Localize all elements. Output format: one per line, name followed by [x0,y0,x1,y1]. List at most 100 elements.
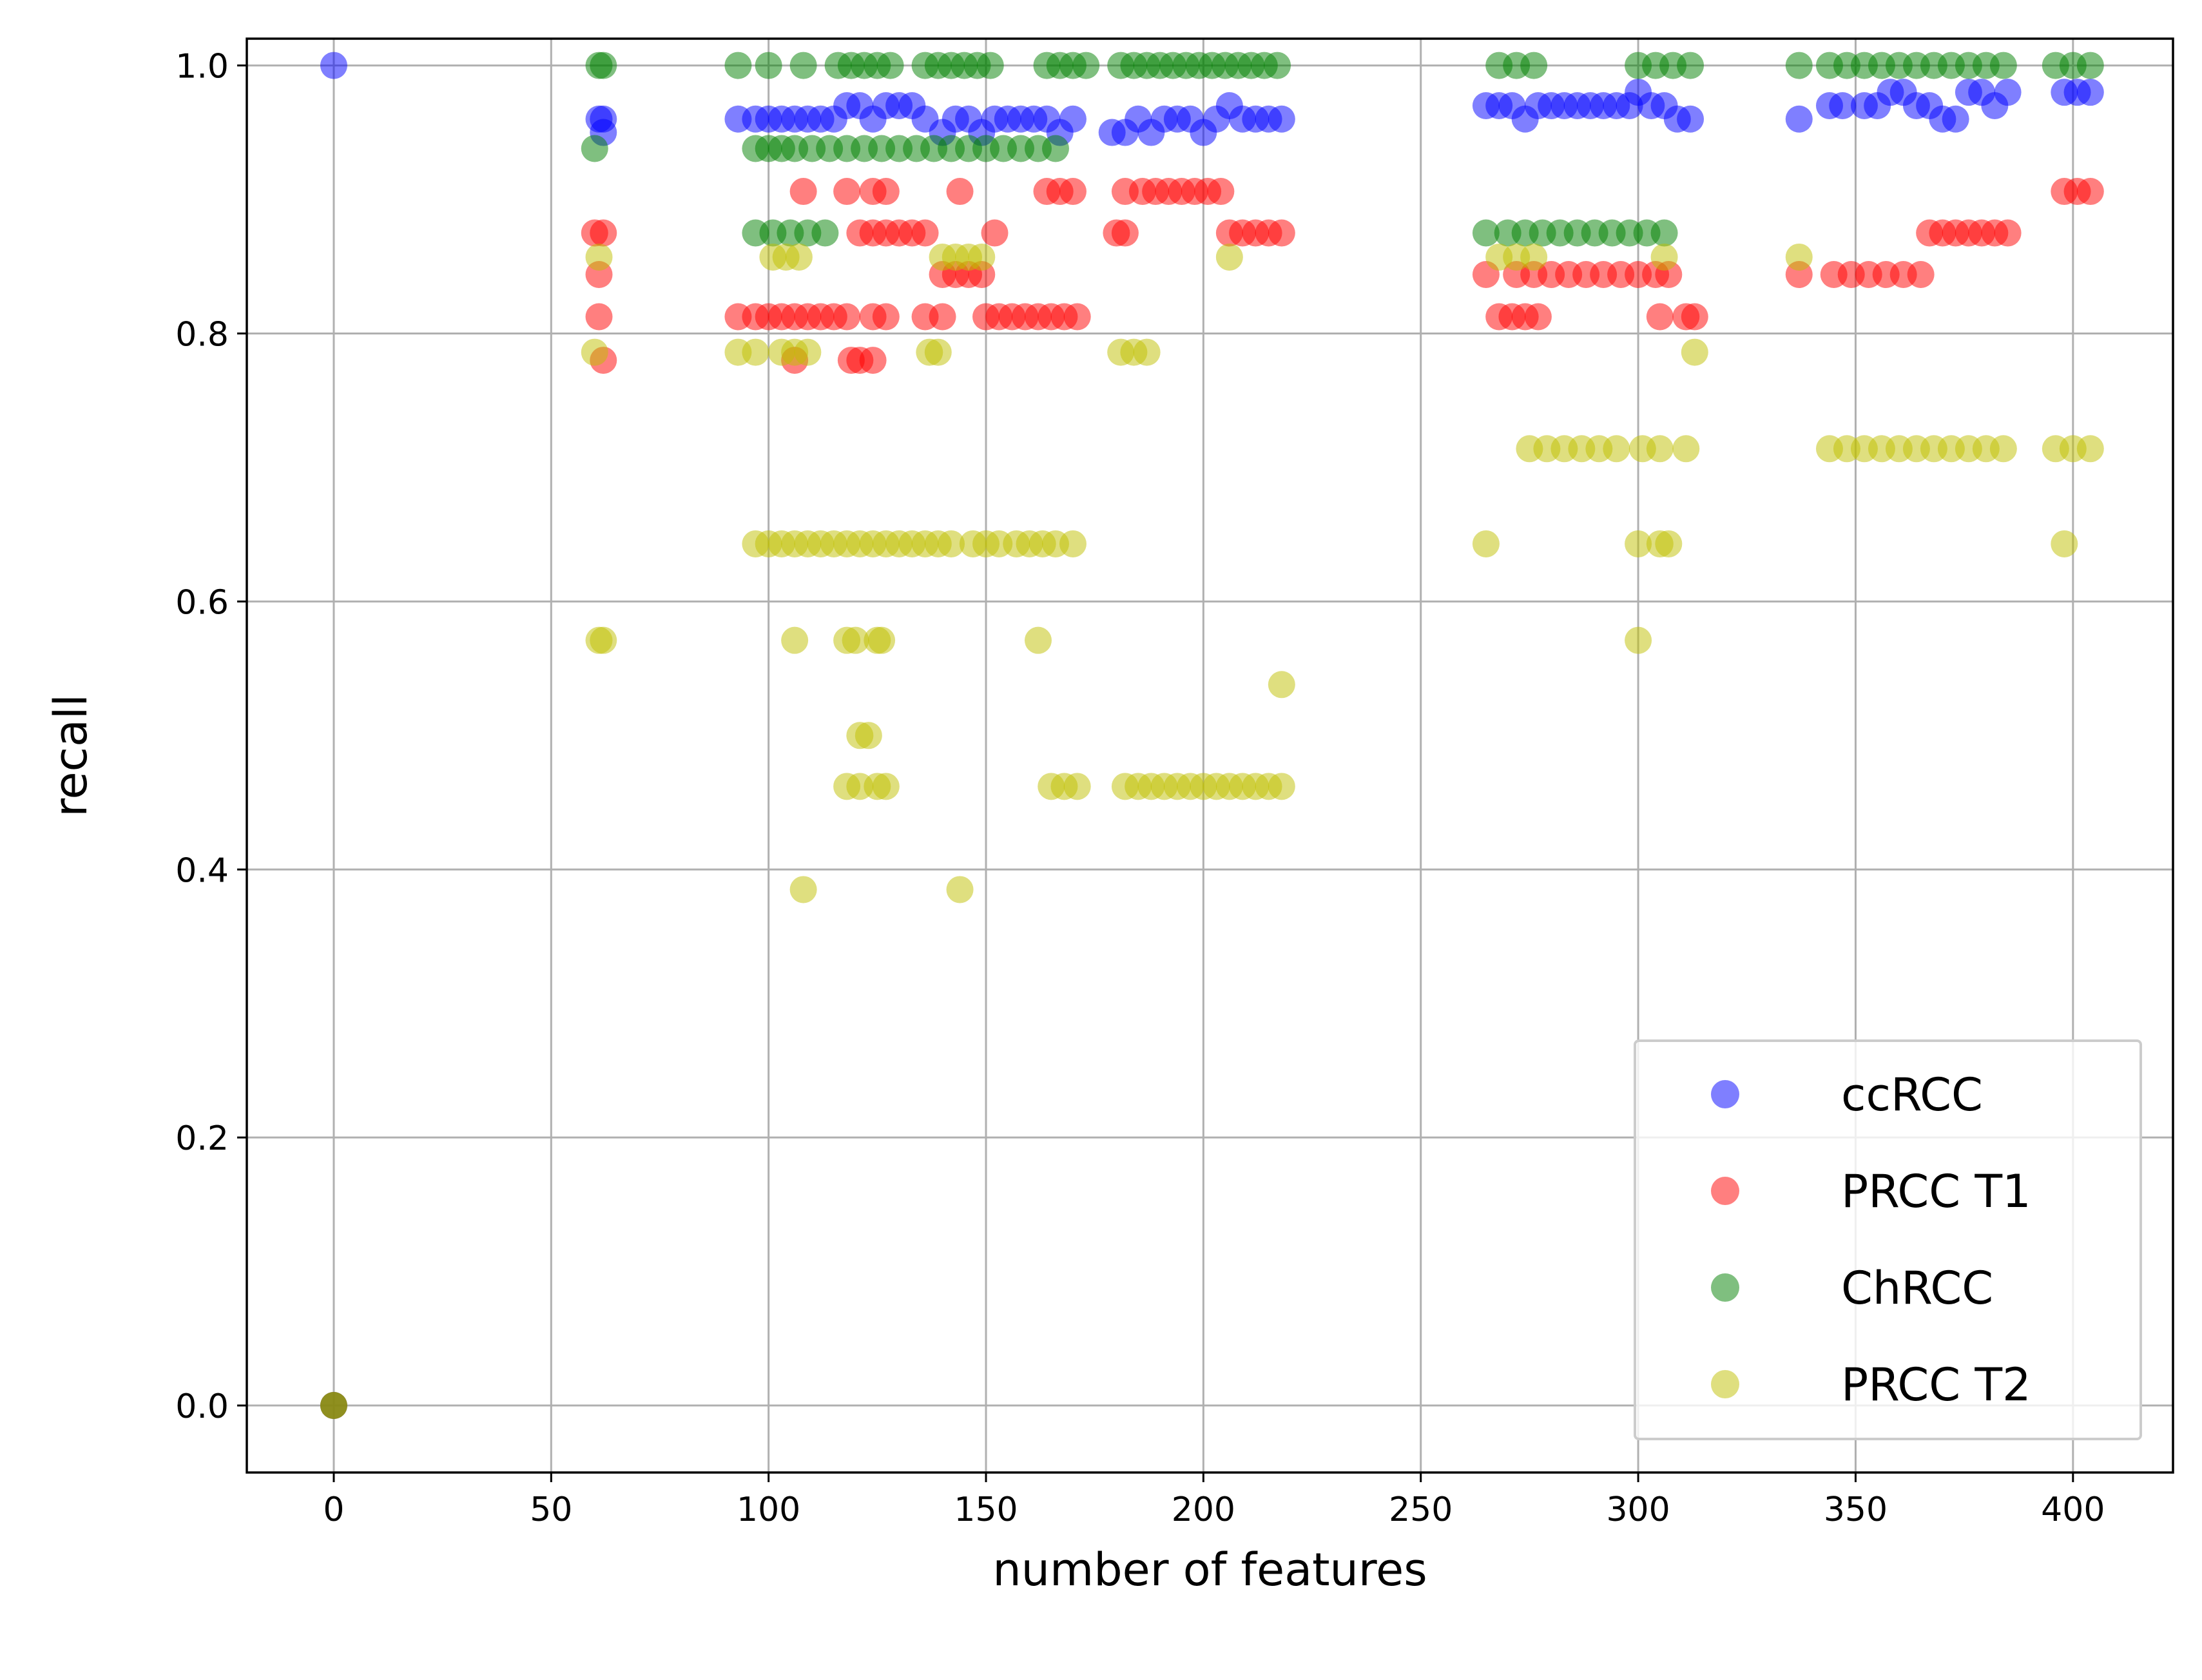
data-point [1677,105,1705,133]
data-point [1829,92,1857,119]
data-point [585,243,613,271]
x-tick-label: 0 [323,1491,344,1529]
data-point [1672,435,1700,463]
data-point [1989,435,2017,463]
data-point [872,178,900,206]
legend-label: ChRCC [1841,1262,1993,1315]
legend-label: ccRCC [1841,1068,1983,1121]
y-axis-label: recall [44,694,97,817]
data-point [590,626,617,654]
data-point [1059,178,1087,206]
data-point [2076,178,2104,206]
legend-label: PRCC T2 [1841,1358,2031,1411]
data-point [581,135,608,162]
data-point [1207,178,1235,206]
x-tick-label: 350 [1824,1491,1888,1529]
data-point [1677,52,1705,79]
data-point [811,219,839,247]
data-point [968,243,996,271]
data-point [868,626,896,654]
data-point [785,243,813,271]
axis-ticks: 0 50 100 150 200 250 300 350 400 0.0 0.2 0.4 0.6 0.8 1… [175,48,2105,1529]
data-point [1059,530,1087,557]
data-point [320,52,347,79]
data-point [1650,219,1678,247]
data-point [1072,52,1100,79]
data-point [1268,105,1295,133]
data-point [929,303,956,331]
x-tick-label: 100 [737,1491,800,1529]
data-points [320,52,2104,1420]
data-point [1472,219,1500,247]
data-point [981,219,1009,247]
data-point [581,338,608,366]
data-point [1024,626,1052,654]
data-point [1215,243,1243,271]
data-point [789,876,817,903]
data-point [320,1392,347,1420]
data-point [2051,530,2078,557]
data-point [590,52,617,79]
x-axis-label: number of features [992,1543,1427,1596]
x-tick-label: 50 [530,1491,572,1529]
data-point [876,52,904,79]
data-point [1041,135,1069,162]
x-tick-label: 400 [2041,1491,2105,1529]
data-point [794,338,822,366]
data-point [1268,219,1295,247]
data-point [1133,338,1161,366]
data-point [1989,52,2017,79]
data-point [833,303,861,331]
data-point [1063,303,1091,331]
legend-box [1634,1039,2142,1440]
data-point [1603,435,1630,463]
data-point [946,876,974,903]
y-tick-label: 1.0 [175,48,229,86]
data-point [590,219,617,247]
x-tick-label: 250 [1389,1491,1453,1529]
data-point [1063,773,1091,800]
data-point [1472,530,1500,557]
data-point [2076,79,2104,106]
data-point [1655,530,1683,557]
legend-label: PRCC T1 [1841,1165,2031,1218]
legend: ccRCC PRCC T1 ChRCC PRCC T2 [1634,1039,2142,1440]
data-point [755,52,782,79]
data-point [855,722,882,749]
data-point [1681,303,1708,331]
data-point [1625,626,1652,654]
data-point [1785,243,1813,271]
data-point [924,338,952,366]
data-point [1524,303,1552,331]
data-point [1520,243,1548,271]
data-point [1942,105,1969,133]
data-point [872,773,900,800]
data-point [781,626,809,654]
data-point [2076,52,2104,79]
legend-marker [1711,1273,1739,1302]
data-point [842,626,869,654]
data-point [789,178,817,206]
y-tick-label: 0.6 [175,583,229,622]
plot-frame [246,37,2174,1474]
x-tick-label: 200 [1172,1491,1235,1529]
legend-marker [1711,1370,1739,1398]
data-point [1268,773,1295,800]
data-point [724,52,752,79]
x-tick-label: 300 [1606,1491,1670,1529]
data-point [1907,260,1935,288]
data-point [872,303,900,331]
y-tick-label: 0.8 [175,315,229,354]
y-tick-label: 0.4 [175,851,229,890]
data-point [2076,435,2104,463]
legend-marker [1711,1177,1739,1205]
data-point [1994,79,2022,106]
data-point [585,303,613,331]
data-point [1785,52,1813,79]
data-point [1111,219,1139,247]
data-point [938,530,965,557]
legend-marker [1711,1080,1739,1108]
data-point [1681,338,1708,366]
data-point [1994,219,2022,247]
data-point [1650,243,1678,271]
